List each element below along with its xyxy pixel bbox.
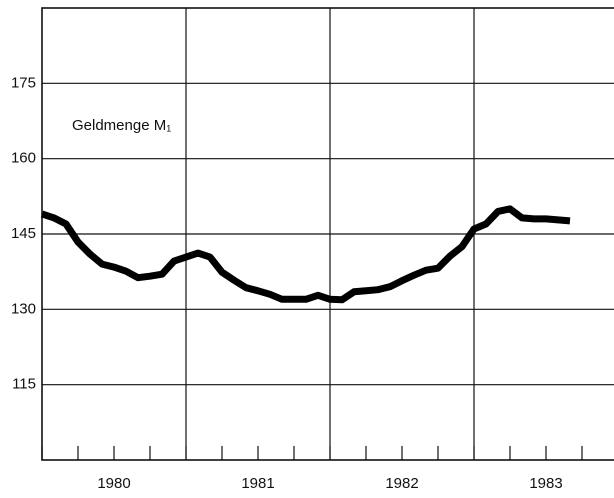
y-tick-label: 130 xyxy=(11,300,36,317)
x-tick-label: 1981 xyxy=(241,475,274,492)
x-tick-label: 1983 xyxy=(529,475,562,492)
y-tick-label: 175 xyxy=(11,74,36,91)
y-tick-label: 145 xyxy=(11,225,36,242)
data-line xyxy=(40,205,571,304)
chart-title: Geldmenge M₁ xyxy=(72,117,171,134)
y-tick-label: 160 xyxy=(11,150,36,167)
x-tick-label: 1982 xyxy=(385,475,418,492)
y-tick-label: 115 xyxy=(12,376,36,393)
x-tick-label: 1980 xyxy=(97,475,130,492)
